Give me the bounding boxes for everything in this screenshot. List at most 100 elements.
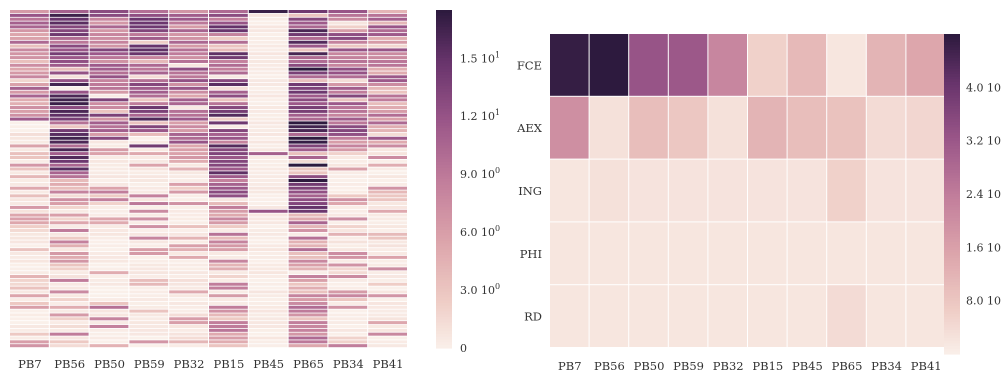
left-cell-PB50-76 [89,301,129,305]
right-colorbar: 8.0 10 1.6 10 2.4 10 3.2 10 4.0 10 [944,34,1001,355]
left-cell-PB59-84 [129,332,169,336]
left-colorbar-segment [436,322,452,327]
left-cell-PB7-86 [10,340,49,344]
left-colorbar-segment [436,83,452,87]
left-cell-PB7-50 [10,202,49,206]
left-colorbar-segment [436,38,452,42]
left-cell-PB7-78 [10,309,49,313]
left-colorbar-segment [436,229,452,234]
right-x-tick-label: PB15 [752,359,783,373]
left-cell-PB59-30 [129,125,169,129]
left-cell-PB15-62 [209,248,248,252]
left-cell-PB50-52 [89,209,129,213]
right-x-tick-label: PB65 [832,359,863,373]
left-cell-PB15-68 [209,271,248,275]
left-cell-PB15-80 [209,317,248,321]
left-colorbar-segment [436,32,452,36]
left-cell-PB65-23 [288,98,328,102]
left-colorbar-segment [436,314,452,318]
left-cell-PB56-31 [49,129,89,133]
right-colorbar-segment [944,188,960,192]
left-cell-PB41-8 [368,40,407,44]
left-cell-PB50-67 [89,267,129,271]
right-cell-AEX-PB56 [589,96,629,159]
left-cell-PB32-46 [169,186,208,190]
left-cell-PB65-56 [288,225,328,229]
left-cell-PB15-12 [209,56,248,60]
left-cell-PB34-30 [328,125,368,129]
left-cell-PB65-0 [288,10,328,14]
left-cell-PB45-83 [248,328,288,332]
left-cell-PB34-15 [328,67,368,71]
left-cell-PB32-83 [169,328,208,332]
left-colorbar-tick-label: 1.5 101 [460,50,500,65]
left-cell-PB56-19 [49,82,89,87]
left-cell-PB41-38 [368,155,407,159]
left-cell-PB34-68 [328,271,368,275]
left-cell-PB65-33 [288,136,328,140]
left-cell-PB59-82 [129,324,169,328]
left-cell-PB34-24 [328,102,368,106]
left-cell-PB41-49 [368,198,407,202]
left-cell-PB50-22 [89,94,129,98]
left-cell-PB32-17 [169,75,208,79]
right-colorbar-segment [944,207,960,211]
left-cell-PB59-46 [129,186,169,190]
right-cell-ING-PB7 [550,159,589,222]
right-heatmap [550,34,945,347]
left-cell-PB41-63 [368,251,407,256]
left-colorbar-tick-label: 9.0 100 [460,166,500,181]
left-cell-PB7-68 [10,271,49,275]
left-cell-PB32-20 [169,86,208,90]
right-cell-AEX-PB32 [708,96,747,159]
left-cell-PB32-70 [169,278,208,282]
left-colorbar-segment [436,179,452,183]
left-cell-PB65-9 [288,44,328,48]
left-cell-PB45-9 [248,44,288,48]
left-cell-PB7-67 [10,267,49,271]
right-cell-RD-PB41 [906,285,945,347]
left-cell-PB41-87 [368,344,407,348]
left-colorbar-segment [436,291,452,296]
left-cell-PB50-83 [89,328,129,332]
left-x-tick-label: PB32 [174,357,205,371]
left-cell-PB32-52 [169,209,208,213]
left-cell-PB59-73 [129,290,169,294]
left-colorbar-segment [436,294,452,298]
left-cell-PB59-52 [129,209,169,213]
left-cell-PB7-0 [10,10,49,14]
left-cell-PB7-25 [10,106,49,110]
left-cell-PB50-25 [89,106,129,110]
right-colorbar-segment [944,260,960,264]
left-cell-PB65-35 [288,144,328,148]
left-cell-PB59-4 [129,25,169,29]
left-cell-PB59-39 [129,159,169,163]
left-colorbar-segment [436,173,452,177]
right-colorbar-tick-label: 8.0 10 [966,295,1001,308]
left-cell-PB65-51 [288,205,328,209]
left-cell-PB50-16 [89,71,129,75]
left-cell-PB59-40 [129,163,169,167]
left-colorbar-segment [436,153,452,158]
left-x-tick-label: PB65 [293,357,324,371]
left-cell-PB65-36 [288,148,328,152]
left-cell-PB45-22 [248,94,288,98]
left-cell-PB32-13 [169,59,208,63]
left-cell-PB15-20 [209,86,248,90]
left-cell-PB45-39 [248,159,288,163]
left-cell-PB34-12 [328,56,368,60]
left-colorbar-segment [436,232,452,236]
left-cell-PB50-3 [89,21,129,25]
right-colorbar-segment [944,156,960,160]
left-cell-PB65-71 [288,282,328,286]
left-cell-PB50-39 [89,159,129,163]
left-cell-PB56-10 [49,48,89,52]
right-x-tick-label: PB59 [673,359,704,373]
left-cell-PB32-50 [169,202,208,206]
left-cell-PB41-85 [368,336,407,340]
left-cell-PB50-19 [89,82,129,87]
left-cell-PB59-47 [129,190,169,194]
left-cell-PB15-0 [209,10,248,14]
right-colorbar-segment [944,319,960,323]
right-colorbar-segment [944,44,960,48]
